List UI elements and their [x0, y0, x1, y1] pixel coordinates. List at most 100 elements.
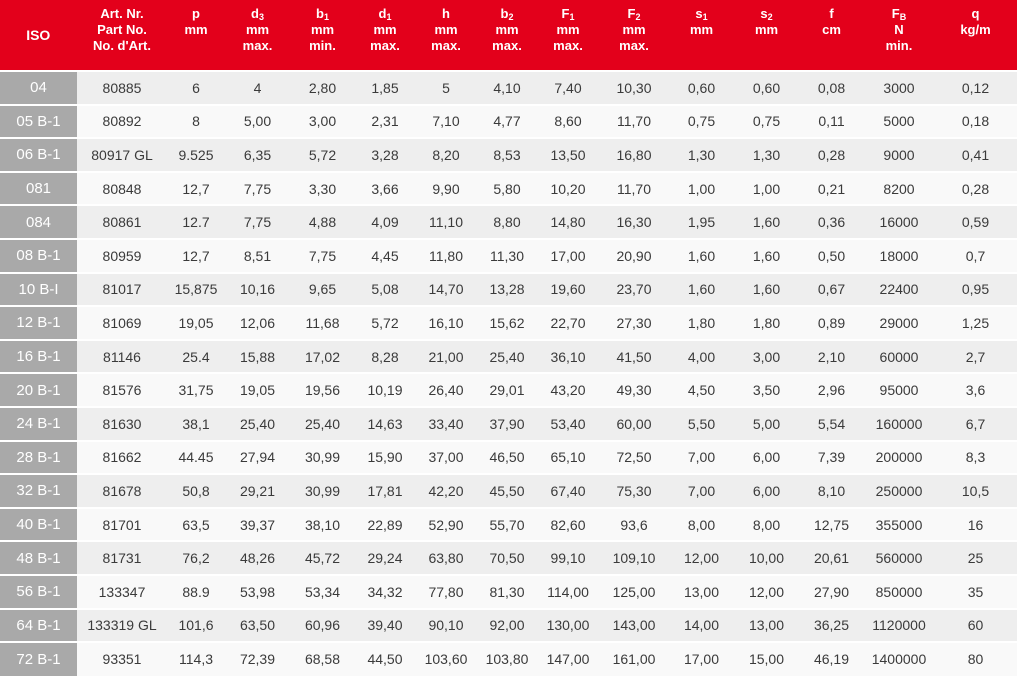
column-header-s2: s2 mm	[734, 0, 800, 71]
cell-art: 81630	[77, 405, 167, 441]
cell-h: 26,40	[415, 372, 477, 407]
header-subscript: 2	[635, 12, 641, 22]
cell-q: 6,7	[934, 405, 1017, 441]
iso-cell: 20 B-1	[0, 372, 77, 407]
table-row: 084 80861 12.7 7,75 4,88 4,09 11,10 8,80 14,80 16…	[0, 204, 1017, 239]
header-text: d	[251, 6, 259, 21]
header-text: mm	[689, 22, 714, 37]
header-subscript: 2	[508, 12, 514, 22]
header-line: mm	[356, 22, 415, 38]
cell-q: 0,95	[934, 271, 1017, 307]
cell-p: 38,1	[167, 405, 225, 441]
header-subscript: 1	[323, 12, 329, 22]
cell-b2: 37,90	[477, 405, 537, 441]
table-body: 04 80885 6 4 2,80 1,85 5 4,10 7,40 10,30 0,60 0,60 0…	[0, 70, 1017, 676]
cell-h: 52,90	[415, 506, 477, 542]
cell-h: 42,20	[415, 473, 477, 508]
table-row: 10 B-I 81017 15,875 10,16 9,65 5,08 14,70 13,28…	[0, 271, 1017, 307]
iso-cell: 64 B-1	[0, 607, 77, 643]
cell-art: 81662	[77, 439, 167, 475]
cell-fb: 9000	[864, 137, 934, 172]
cell-fb: 1120000	[864, 607, 934, 643]
header-line: mm	[600, 22, 669, 38]
cell-s1: 1,30	[669, 137, 734, 172]
cell-f2: 16,30	[599, 204, 669, 239]
cell-p: 8	[167, 103, 225, 139]
cell-d3: 12,06	[225, 305, 290, 340]
cell-p: 9.525	[167, 137, 225, 172]
header-line: f	[800, 6, 864, 22]
cell-s1: 1,95	[669, 204, 734, 239]
cell-d1: 4,09	[355, 204, 415, 239]
cell-art: 80861	[77, 204, 167, 239]
cell-q: 1,25	[934, 305, 1017, 340]
header-text: min.	[885, 38, 913, 53]
cell-art: 133319 GL	[77, 607, 167, 643]
cell-s1: 8,00	[669, 506, 734, 542]
header-line: Art. Nr.	[78, 6, 167, 22]
cell-h: 37,00	[415, 439, 477, 475]
cell-q: 80	[934, 641, 1017, 676]
iso-cell: 56 B-1	[0, 573, 77, 609]
header-subscript: B	[899, 12, 907, 22]
header-line: d1	[356, 6, 415, 22]
header-text: kg/m	[960, 22, 991, 37]
cell-p: 25.4	[167, 338, 225, 374]
iso-cell: 32 B-1	[0, 473, 77, 508]
cell-d1: 5,72	[355, 305, 415, 340]
cell-f2: 93,6	[599, 506, 669, 542]
cell-fb: 200000	[864, 439, 934, 475]
cell-f2: 20,90	[599, 237, 669, 273]
header-line: cm	[800, 22, 864, 38]
cell-f: 0,08	[799, 70, 864, 105]
cell-d1: 29,24	[355, 540, 415, 575]
header-line: s1	[670, 6, 734, 22]
cell-f1: 14,80	[537, 204, 599, 239]
cell-d1: 3,28	[355, 137, 415, 172]
cell-h: 9,90	[415, 170, 477, 206]
iso-cell: 05 B-1	[0, 103, 77, 139]
cell-s2: 15,00	[734, 641, 799, 676]
cell-f1: 7,40	[537, 70, 599, 105]
cell-f: 12,75	[799, 506, 864, 542]
cell-s1: 5,50	[669, 405, 734, 441]
cell-b2: 15,62	[477, 305, 537, 340]
cell-f2: 41,50	[599, 338, 669, 374]
cell-b1: 17,02	[290, 338, 355, 374]
table-row: 28 B-1 81662 44.45 27,94 30,99 15,90 37,00 46,5…	[0, 439, 1017, 475]
cell-q: 0,18	[934, 103, 1017, 139]
cell-p: 12,7	[167, 170, 225, 206]
column-header-p: p mm	[167, 0, 226, 71]
header-line: b1	[291, 6, 355, 22]
cell-f: 0,67	[799, 271, 864, 307]
cell-f: 2,96	[799, 372, 864, 407]
iso-cell: 48 B-1	[0, 540, 77, 575]
cell-art: 81146	[77, 338, 167, 374]
cell-s1: 17,00	[669, 641, 734, 676]
cell-b2: 4,77	[477, 103, 537, 139]
header-line: max.	[600, 38, 669, 54]
cell-b1: 9,65	[290, 271, 355, 307]
cell-f2: 161,00	[599, 641, 669, 676]
cell-fb: 1400000	[864, 641, 934, 676]
cell-f1: 19,60	[537, 271, 599, 307]
cell-d3: 7,75	[225, 204, 290, 239]
header-text: s	[760, 6, 768, 21]
header-line: N	[865, 22, 934, 38]
header-text: mm	[754, 22, 779, 37]
cell-b2: 4,10	[477, 70, 537, 105]
cell-q: 0,7	[934, 237, 1017, 273]
cell-f: 8,10	[799, 473, 864, 508]
column-header-d3: d3 mm max.	[225, 0, 291, 71]
header-line: h	[416, 6, 477, 22]
cell-d1: 3,66	[355, 170, 415, 206]
cell-p: 114,3	[167, 641, 225, 676]
header-line: max.	[226, 38, 290, 54]
cell-s1: 0,75	[669, 103, 734, 139]
header-text: mm	[310, 22, 335, 37]
header-text: mm	[184, 22, 208, 37]
header-text: p	[192, 6, 200, 21]
cell-s2: 6,00	[734, 439, 799, 475]
cell-b2: 46,50	[477, 439, 537, 475]
cell-q: 3,6	[934, 372, 1017, 407]
